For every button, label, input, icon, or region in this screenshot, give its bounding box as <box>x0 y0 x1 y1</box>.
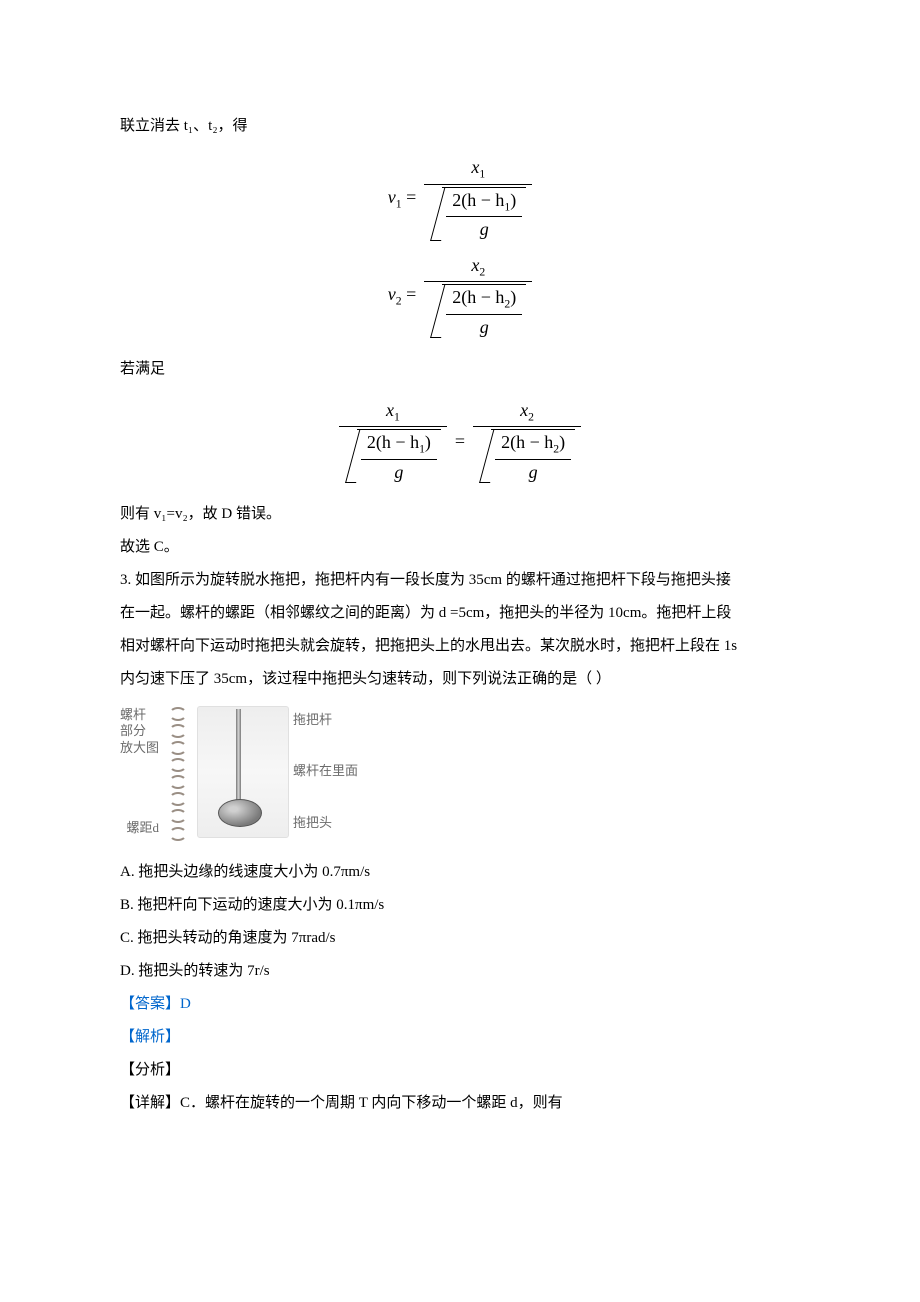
conclusion-2: 故选 C。 <box>120 531 800 564</box>
figure-label-screw-1: 螺杆 <box>120 707 159 724</box>
q3-figure: 螺杆 部分 放大图 螺距d 拖把杆 螺杆在里面 拖把头 <box>120 706 800 838</box>
option-c: C. 拖把头转动的角速度为 7πrad/s <box>120 922 800 955</box>
equation-v2: v2 = x2 2(h − h2) g <box>120 255 800 339</box>
option-a: A. 拖把头边缘的线速度大小为 0.7πm/s <box>120 856 800 889</box>
figure-mop-head <box>218 799 262 827</box>
fenxi-line: 【分析】 <box>120 1054 800 1087</box>
figure-left-labels: 螺杆 部分 放大图 螺距d <box>120 707 159 837</box>
figure-right-labels: 拖把杆 螺杆在里面 拖把头 <box>293 712 358 832</box>
figure-label-head: 拖把头 <box>293 815 358 832</box>
analysis-line: 【解析】 <box>120 1021 800 1054</box>
answer-label: 【答案】 <box>120 996 180 1012</box>
figure-label-d: 螺距d <box>127 820 160 837</box>
equation-v1: v1 = x1 2(h − h1) g <box>120 157 800 241</box>
figure-label-inner-screw: 螺杆在里面 <box>293 763 358 780</box>
q3-stem-line-1: 3. 如图所示为旋转脱水拖把，拖把杆内有一段长度为 35cm 的螺杆通过拖把杆下… <box>120 564 800 597</box>
option-b: B. 拖把杆向下运动的速度大小为 0.1πm/s <box>120 889 800 922</box>
analysis-label: 【解析】 <box>120 1029 180 1045</box>
figure-mop <box>197 706 289 838</box>
q3-stem-line-4: 内匀速下压了 35cm，该过程中拖把头匀速转动，则下列说法正确的是（ ） <box>120 663 800 696</box>
option-d: D. 拖把头的转速为 7r/s <box>120 955 800 988</box>
intro-line: 联立消去 t₁、t₂，得 <box>120 110 800 143</box>
conclusion-1: 则有 v₁=v₂，故 D 错误。 <box>120 498 800 531</box>
satisfy-text: 若满足 <box>120 353 800 386</box>
answer-value: D <box>180 996 191 1012</box>
q3-stem-line-2: 在一起。螺杆的螺距（相邻螺纹之间的距离）为 d =5cm，拖把头的半径为 10c… <box>120 597 800 630</box>
page: 联立消去 t₁、t₂，得 v1 = x1 2(h − h1) g v2 = <box>0 0 920 1302</box>
equation-equality: x1 2(h − h1) g = x2 2(h − h2) <box>120 400 800 484</box>
figure-mop-handle <box>236 709 241 801</box>
figure-screw <box>165 707 191 837</box>
q3-stem-line-3: 相对螺杆向下运动时拖把头就会旋转，把拖把头上的水甩出去。某次脱水时，拖把杆上段在… <box>120 630 800 663</box>
answer-line: 【答案】D <box>120 988 800 1021</box>
figure-label-handle: 拖把杆 <box>293 712 358 729</box>
figure-label-screw-3: 放大图 <box>120 740 159 757</box>
detail-line: 【详解】C．螺杆在旋转的一个周期 T 内向下移动一个螺距 d，则有 <box>120 1087 800 1120</box>
figure-label-screw-2: 部分 <box>120 723 159 740</box>
